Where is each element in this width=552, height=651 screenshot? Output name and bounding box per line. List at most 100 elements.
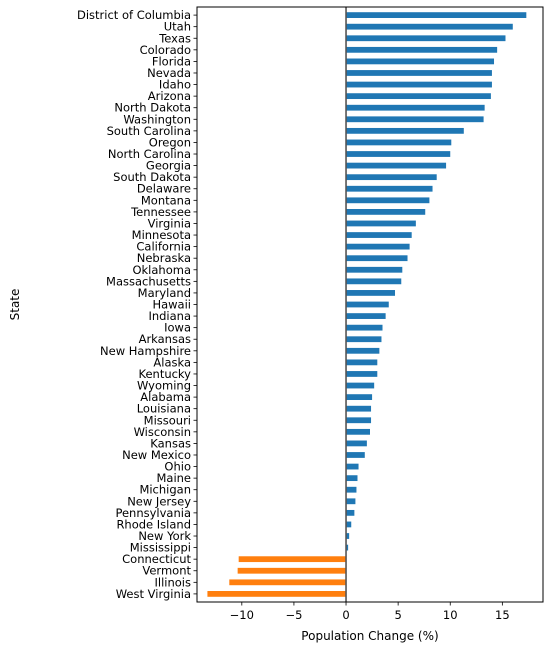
bar: [346, 278, 402, 285]
bar: [346, 185, 433, 192]
y-tick-label: Idaho: [159, 78, 191, 92]
y-tick-label: New Jersey: [127, 494, 191, 508]
bar: [346, 243, 410, 250]
y-ticks-group: District of ColumbiaUtahTexasColoradoFlo…: [77, 8, 197, 601]
y-tick-label: Montana: [141, 193, 191, 207]
y-tick-label: Georgia: [146, 159, 191, 173]
y-tick-label: Wyoming: [137, 379, 191, 393]
bar: [346, 162, 447, 169]
x-ticks-group: −10 −5 0 5 10 15: [230, 602, 510, 622]
bar: [346, 139, 452, 146]
bar: [346, 336, 382, 343]
x-tick-label: 15: [495, 608, 510, 622]
bar: [346, 324, 383, 331]
bar: [346, 394, 373, 401]
y-tick-label: District of Columbia: [77, 8, 191, 22]
bar: [346, 440, 367, 447]
bar: [346, 127, 464, 134]
y-tick-label: Pennsylvania: [115, 506, 191, 520]
bar: [346, 290, 396, 296]
bar: [346, 232, 412, 238]
y-tick-label: South Dakota: [113, 170, 191, 184]
bar: [346, 174, 437, 181]
bar: [237, 567, 347, 574]
bar: [346, 104, 485, 111]
y-tick-label: Wisconsin: [134, 425, 191, 439]
y-tick-label: Rhode Island: [116, 517, 191, 531]
bar: [346, 35, 506, 42]
bar: [346, 70, 492, 76]
y-tick-label: Oklahoma: [132, 263, 191, 277]
x-tick-label: 0: [342, 608, 349, 622]
bar: [346, 382, 375, 389]
bar: [238, 556, 347, 563]
y-tick-label: New Hampshire: [100, 344, 191, 358]
bar: [346, 509, 355, 516]
x-axis-label: Population Change (%): [301, 629, 438, 643]
bar: [346, 359, 378, 366]
y-tick-label: Washington: [123, 112, 191, 126]
bar: [346, 347, 380, 354]
y-tick-label: Alabama: [140, 390, 191, 404]
y-tick-label: North Dakota: [114, 101, 191, 115]
bar: [346, 417, 372, 424]
bar: [346, 544, 349, 551]
bar: [346, 301, 389, 308]
y-tick-label: Iowa: [164, 321, 191, 335]
bar: [346, 428, 370, 435]
y-tick-label: Vermont: [142, 564, 191, 578]
y-tick-label: Maine: [156, 471, 191, 485]
y-tick-label: Arkansas: [139, 332, 191, 346]
y-tick-label: Massachusetts: [106, 274, 191, 288]
y-tick-label: Utah: [164, 20, 191, 34]
bar: [346, 452, 365, 458]
y-tick-label: Louisiana: [137, 402, 191, 416]
y-tick-label: Michigan: [139, 483, 191, 497]
y-tick-label: Arizona: [148, 89, 191, 103]
y-tick-label: Virginia: [148, 216, 191, 230]
bar: [346, 498, 356, 505]
bar: [346, 220, 416, 227]
y-tick-label: Kansas: [150, 436, 191, 450]
y-tick-label: Texas: [158, 31, 191, 45]
y-tick-label: Kentucky: [138, 367, 191, 381]
y-tick-label: West Virginia: [116, 587, 191, 601]
bar: [346, 533, 350, 539]
bar: [346, 486, 357, 493]
y-tick-label: Tennessee: [130, 205, 191, 219]
y-tick-label: Nevada: [147, 66, 191, 80]
x-tick-label: 5: [394, 608, 401, 622]
bar: [346, 151, 451, 157]
bar: [346, 197, 430, 204]
bar: [346, 81, 492, 88]
y-tick-label: Nebraska: [137, 251, 191, 265]
bar: [346, 266, 403, 273]
y-tick-label: Oregon: [149, 135, 191, 149]
bar: [346, 475, 358, 482]
bar: [346, 371, 378, 377]
y-tick-label: Connecticut: [122, 552, 191, 566]
bar: [346, 23, 513, 30]
x-tick-label: −10: [230, 608, 254, 622]
y-tick-label: Colorado: [140, 43, 191, 57]
x-tick-label: −5: [285, 608, 302, 622]
y-tick-label: North Carolina: [108, 147, 191, 161]
y-tick-label: Delaware: [137, 182, 191, 196]
bar: [346, 405, 372, 412]
y-tick-label: Illinois: [155, 575, 192, 589]
bar: [346, 116, 484, 123]
y-tick-label: Maryland: [138, 286, 191, 300]
bar: [346, 12, 527, 18]
y-tick-label: Ohio: [164, 460, 191, 474]
bar: [346, 208, 426, 215]
y-tick-label: Hawaii: [152, 298, 191, 312]
y-tick-label: New Mexico: [122, 448, 191, 462]
bar: [207, 591, 347, 597]
y-tick-label: South Carolina: [107, 124, 191, 138]
bar: [346, 521, 352, 528]
y-tick-label: Indiana: [148, 309, 191, 323]
y-tick-label: New York: [138, 529, 191, 543]
bar: [346, 313, 386, 319]
y-tick-label: Alaska: [153, 355, 191, 369]
